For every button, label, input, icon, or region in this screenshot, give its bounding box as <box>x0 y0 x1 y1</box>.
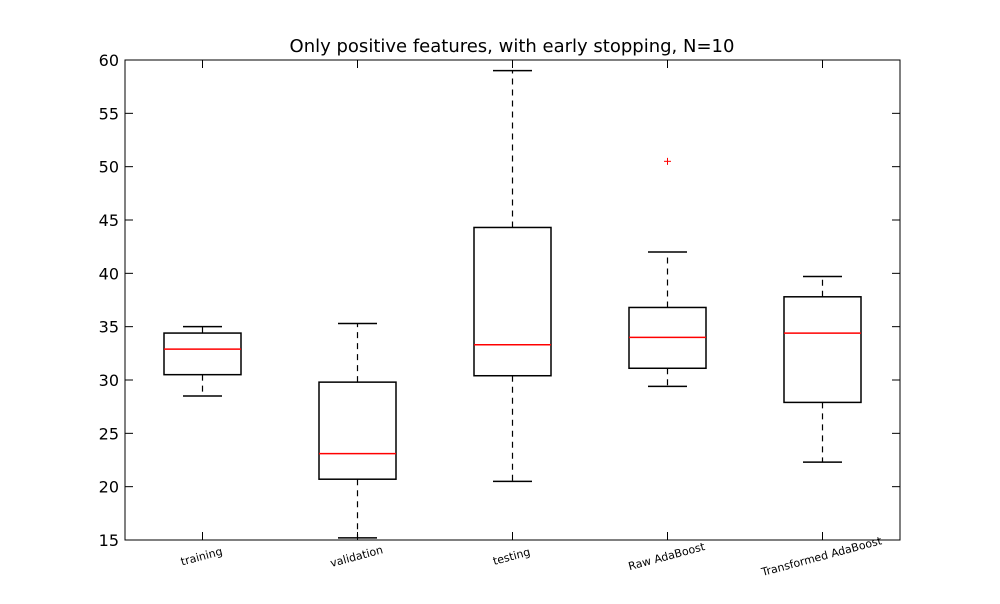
y-tick-label: 50 <box>99 158 119 177</box>
iqr-box <box>473 226 552 377</box>
chart-title: Only positive features, with early stopp… <box>290 36 735 57</box>
box-transformed-adaboost <box>783 275 862 463</box>
x-category-label: training <box>179 545 224 569</box>
x-category-label: validation <box>329 543 385 570</box>
y-tick-label: 20 <box>99 478 119 497</box>
x-category-label: testing <box>491 545 531 567</box>
x-category-label: Raw AdaBoost <box>627 540 707 573</box>
y-axis: 15 20 25 30 35 40 45 50 55 60 <box>99 51 900 550</box>
iqr-box <box>783 296 862 404</box>
box-series <box>163 69 862 539</box>
box-validation <box>318 322 397 539</box>
y-tick-label: 30 <box>99 371 119 390</box>
outlier-point <box>664 157 671 165</box>
iqr-box <box>163 332 242 376</box>
box-testing <box>473 69 552 483</box>
y-tick-label: 60 <box>99 51 119 70</box>
y-tick-label: 15 <box>99 531 119 550</box>
y-tick-label: 40 <box>99 264 119 283</box>
x-category-label: Transformed AdaBoost <box>759 534 884 579</box>
box-training <box>163 325 242 397</box>
y-tick-label: 55 <box>99 104 119 123</box>
iqr-box <box>318 381 397 480</box>
y-tick-label: 45 <box>99 211 119 230</box>
box-raw-adaboost <box>628 157 707 388</box>
y-tick-label: 25 <box>99 424 119 443</box>
y-tick-label: 35 <box>99 318 119 337</box>
